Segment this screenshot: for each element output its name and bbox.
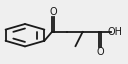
Text: O: O <box>96 47 104 57</box>
Text: OH: OH <box>108 27 123 37</box>
Text: O: O <box>49 7 57 17</box>
